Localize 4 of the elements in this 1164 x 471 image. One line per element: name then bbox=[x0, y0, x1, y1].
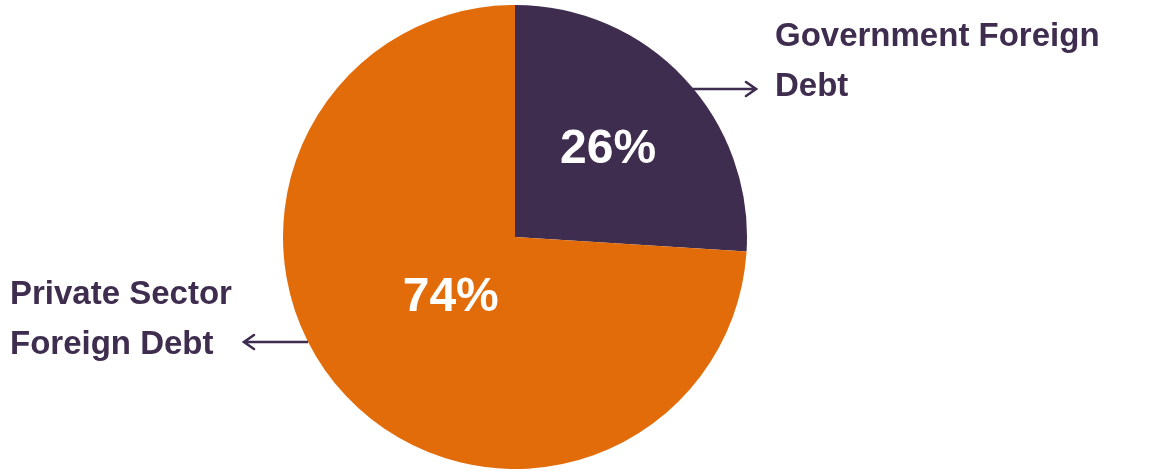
slice-label: Private Sector Foreign Debt bbox=[10, 273, 233, 363]
data-label: 74% bbox=[402, 267, 499, 321]
data-label: 26% bbox=[559, 119, 657, 173]
slice-label: Government Foreign Debt bbox=[775, 15, 1101, 105]
